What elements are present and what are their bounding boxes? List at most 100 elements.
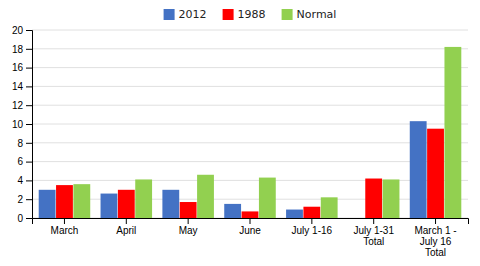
tick: July 1-16 bbox=[292, 218, 333, 236]
tick-label-line: March bbox=[51, 225, 79, 236]
tick-label-line: March 1 - bbox=[414, 225, 456, 236]
axis-line bbox=[26, 31, 33, 219]
tick-label-line: Total bbox=[425, 247, 446, 258]
bar bbox=[135, 179, 152, 218]
tick-label: 16 bbox=[12, 62, 24, 73]
grid-line bbox=[32, 30, 468, 31]
tick: 20 bbox=[12, 25, 32, 36]
grid-line bbox=[32, 124, 468, 125]
tick-label: March bbox=[51, 225, 79, 236]
tick-mark bbox=[26, 49, 32, 50]
tick: 6 bbox=[17, 156, 32, 167]
tick-mark bbox=[311, 218, 312, 224]
tick-label: 6 bbox=[17, 156, 23, 167]
tick-label: 14 bbox=[12, 81, 24, 92]
bar bbox=[444, 47, 461, 218]
bar bbox=[39, 190, 56, 218]
grid-line bbox=[32, 48, 468, 49]
grid-line bbox=[32, 161, 468, 162]
legend-item: 2012 bbox=[164, 8, 207, 21]
tick-mark bbox=[188, 218, 189, 224]
tick: 2 bbox=[17, 194, 32, 205]
grid-line bbox=[32, 180, 468, 181]
tick-label: July 1-31Total bbox=[353, 225, 394, 247]
y-axis: 0 2 4 6 8 10 12 14 16 18 20 bbox=[12, 25, 33, 224]
x-axis: MarchAprilMayJuneJuly 1-16July 1-31Total… bbox=[33, 218, 469, 258]
bar bbox=[180, 202, 197, 218]
bar bbox=[321, 197, 338, 218]
tick: March 1 -July 16Total bbox=[414, 218, 456, 258]
tick-mark bbox=[26, 218, 32, 219]
legend-label: 2012 bbox=[179, 8, 207, 21]
tick-mark bbox=[250, 218, 251, 224]
tick-label: May bbox=[179, 225, 198, 236]
bar bbox=[259, 178, 276, 218]
plot: 0 2 4 6 8 10 12 14 16 18 20 March April May June July 1… bbox=[12, 25, 469, 258]
legend-label: Normal bbox=[297, 8, 337, 21]
tick: 0 bbox=[17, 213, 32, 224]
bar bbox=[383, 179, 400, 218]
bar bbox=[101, 194, 118, 218]
tick-label: 12 bbox=[12, 100, 24, 111]
legend-swatch bbox=[282, 9, 293, 20]
bar-series bbox=[73, 47, 461, 218]
tick-label: 4 bbox=[17, 175, 23, 186]
tick-label-line: July 16 bbox=[420, 236, 452, 247]
tick: 4 bbox=[17, 175, 32, 186]
tick-label: 18 bbox=[12, 44, 24, 55]
tick: 8 bbox=[17, 138, 32, 149]
tick-mark bbox=[26, 162, 32, 163]
tick: 18 bbox=[12, 44, 32, 55]
tick-label-line: July 1-16 bbox=[292, 225, 333, 236]
tick: July 1-31Total bbox=[353, 218, 394, 247]
tick-label: March 1 -July 16Total bbox=[414, 225, 456, 258]
tick-label: 2 bbox=[17, 194, 23, 205]
axis-line bbox=[33, 219, 469, 225]
grid-line bbox=[32, 105, 468, 106]
legend: 2012 1988 Normal bbox=[164, 8, 337, 21]
chart: 0 2 4 6 8 10 12 14 16 18 20 March April May June July 1… bbox=[0, 0, 480, 266]
bar bbox=[286, 210, 303, 218]
tick-mark bbox=[373, 218, 374, 224]
grid-line bbox=[32, 67, 468, 68]
bar bbox=[410, 121, 427, 218]
tick-mark bbox=[26, 124, 32, 125]
bar-series bbox=[56, 129, 444, 218]
tick-label: 0 bbox=[17, 213, 23, 224]
grid-line bbox=[32, 86, 468, 87]
bar bbox=[162, 190, 179, 218]
tick-label-line: Total bbox=[363, 236, 384, 247]
legend-swatch bbox=[164, 9, 175, 20]
bar bbox=[224, 204, 241, 218]
tick-mark bbox=[64, 218, 65, 224]
tick: April bbox=[116, 218, 136, 236]
bar-series bbox=[39, 121, 427, 218]
tick-mark bbox=[26, 143, 32, 144]
tick-mark bbox=[26, 199, 32, 200]
bar bbox=[197, 175, 214, 218]
legend-item: 1988 bbox=[223, 8, 266, 21]
grid-line bbox=[32, 199, 468, 200]
tick-label: 8 bbox=[17, 138, 23, 149]
tick-label-line: July 1-31 bbox=[353, 225, 394, 236]
tick: 16 bbox=[12, 62, 32, 73]
bar bbox=[348, 218, 365, 219]
tick-label: June bbox=[239, 225, 261, 236]
tick-mark bbox=[26, 180, 32, 181]
legend-item: Normal bbox=[282, 8, 337, 21]
grid bbox=[32, 30, 468, 218]
legend-swatch bbox=[223, 9, 234, 20]
tick-mark bbox=[26, 86, 32, 87]
bar bbox=[427, 129, 444, 218]
grid-line bbox=[32, 142, 468, 143]
bar bbox=[242, 211, 259, 218]
bars bbox=[39, 47, 462, 218]
bar bbox=[56, 185, 73, 218]
tick-label: April bbox=[116, 225, 136, 236]
tick-label: 20 bbox=[12, 25, 24, 36]
tick: 10 bbox=[12, 119, 32, 130]
tick-label-line: May bbox=[179, 225, 198, 236]
tick: May bbox=[179, 218, 198, 236]
tick-mark bbox=[435, 218, 436, 224]
tick-mark bbox=[26, 68, 32, 69]
